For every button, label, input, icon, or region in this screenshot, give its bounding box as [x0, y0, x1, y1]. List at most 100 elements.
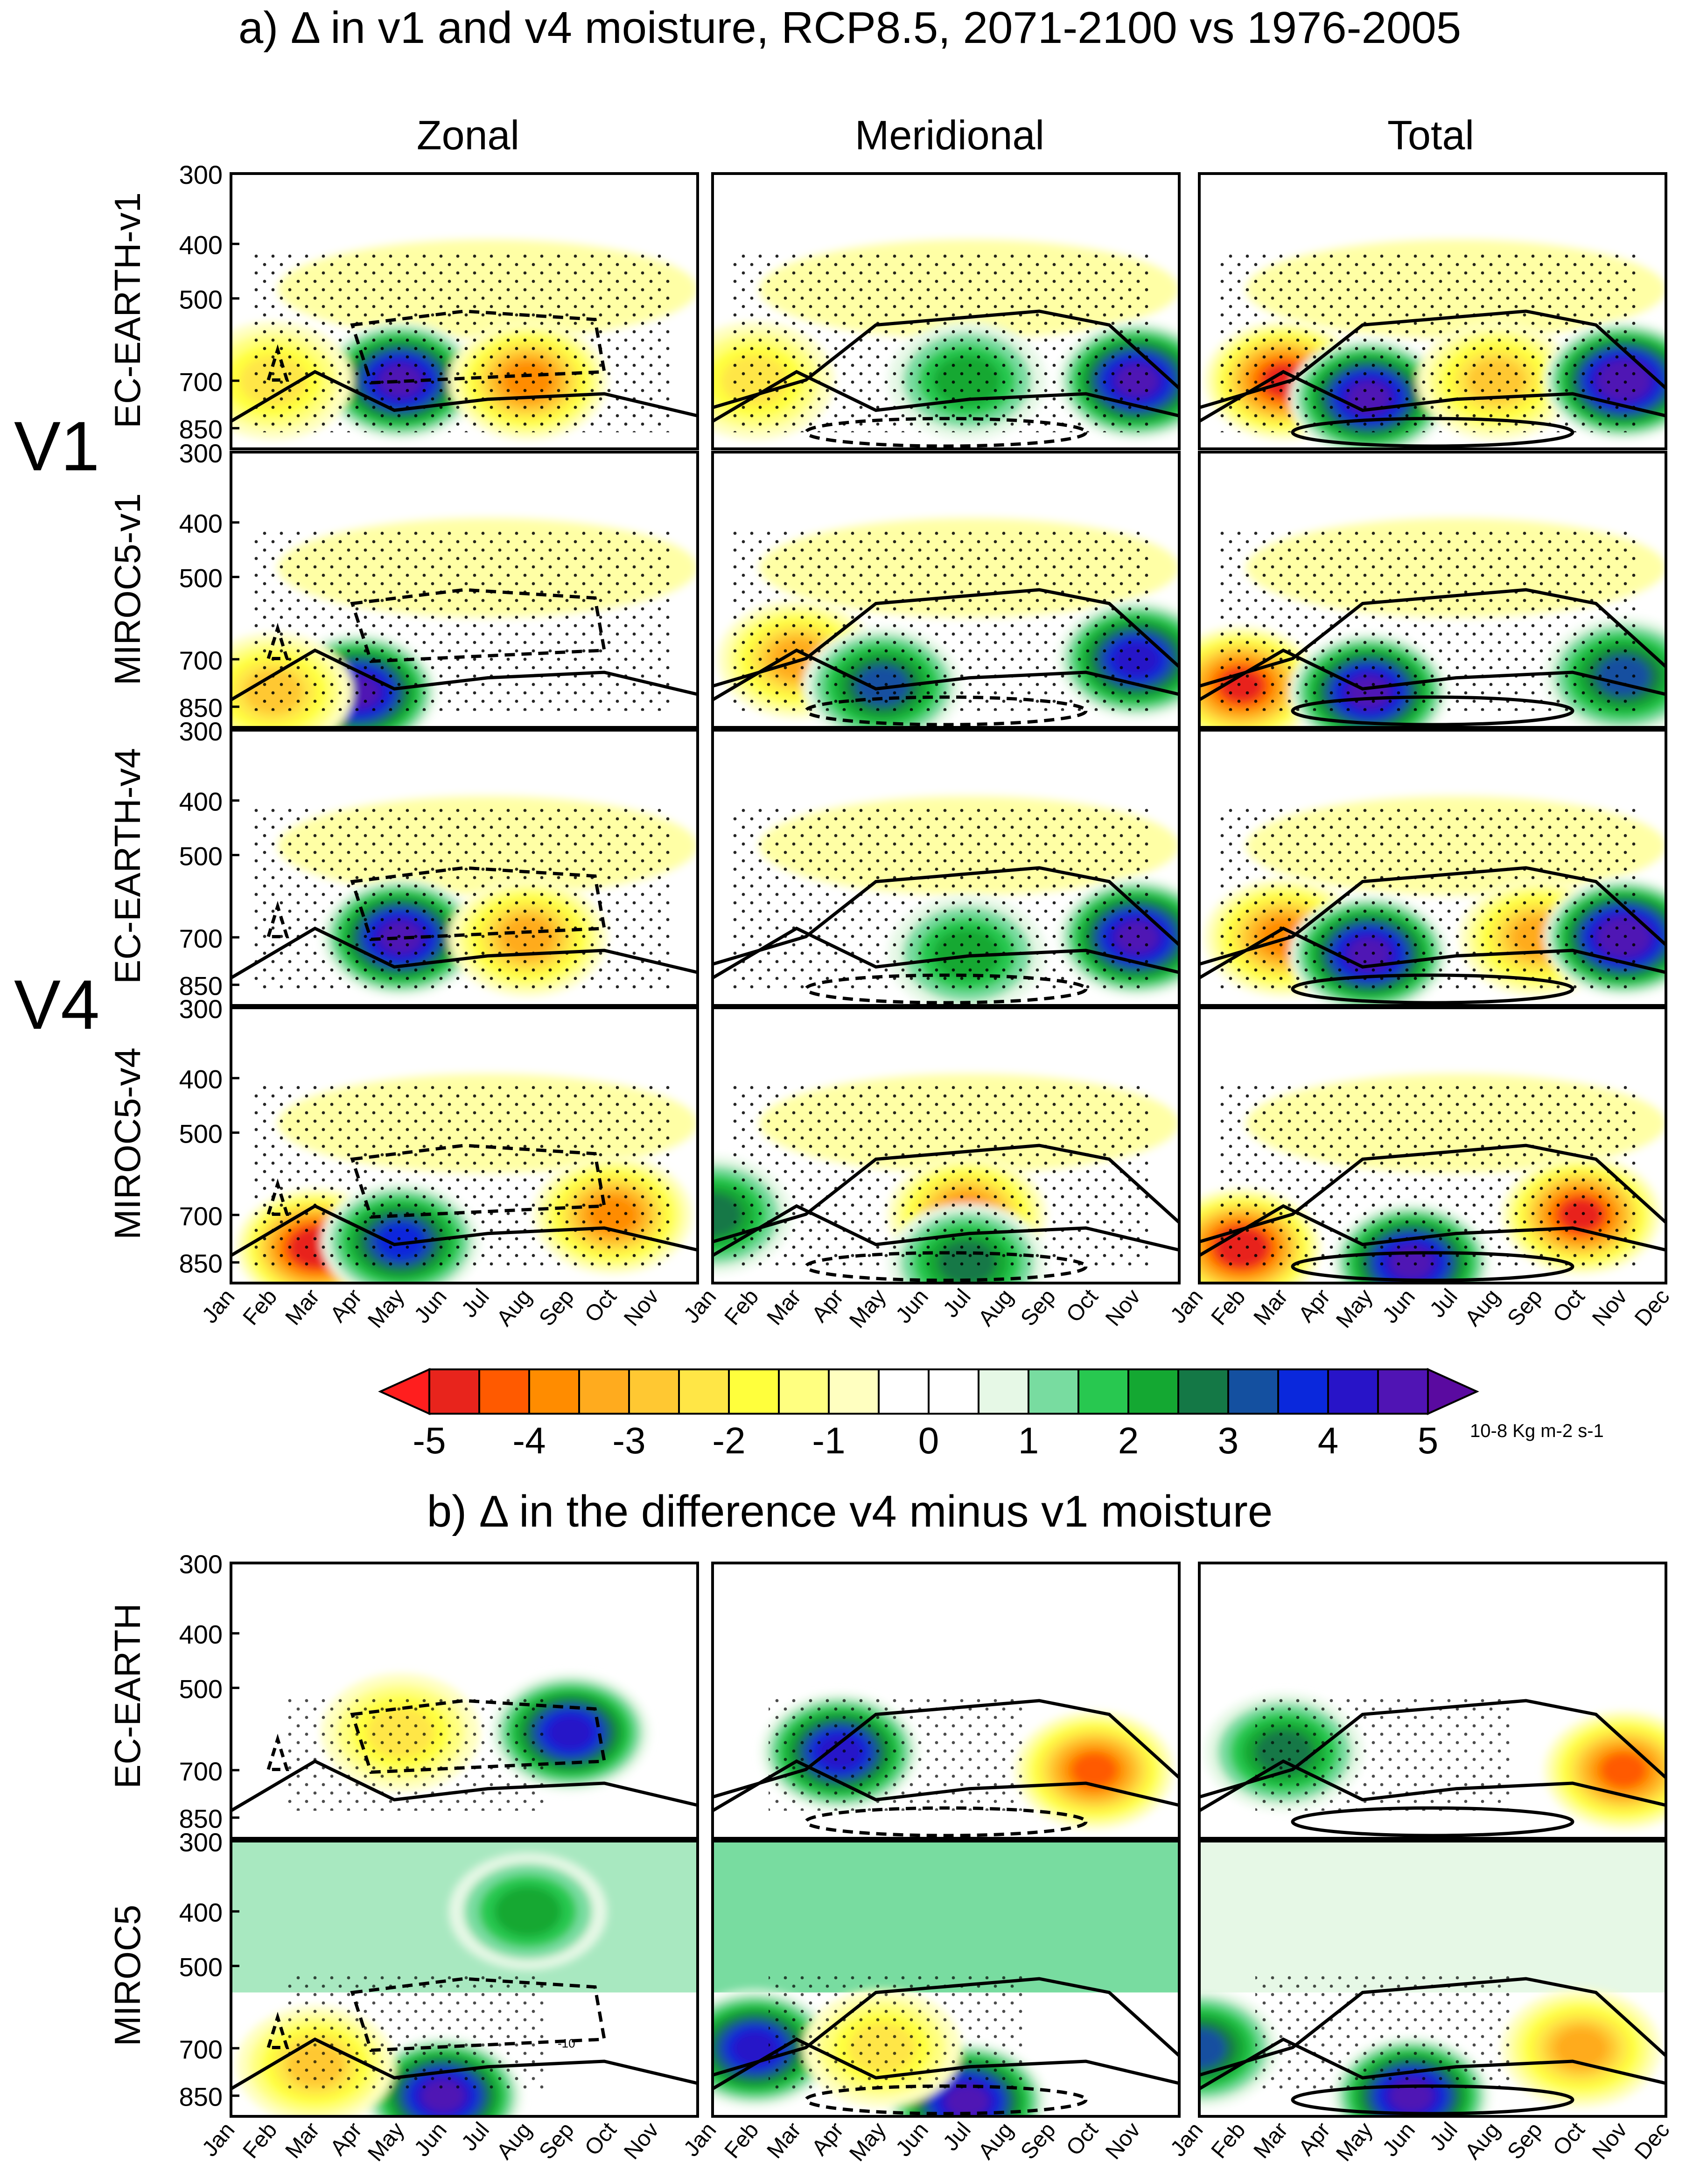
contour-line — [231, 1759, 698, 1813]
stippling — [1255, 1695, 1512, 1811]
colorbar-swatch — [1177, 1368, 1229, 1415]
contour-line — [231, 926, 698, 980]
panel-ec-earth-v4-zonal: 300 400 500 700 850 — [179, 717, 699, 1007]
contour-line-dashed — [266, 1178, 289, 1216]
contour-line — [231, 648, 698, 702]
stippling — [250, 251, 670, 433]
contour-line — [713, 1759, 1179, 1813]
colorbar-swatch — [778, 1368, 830, 1415]
contour-line — [1199, 1144, 1666, 1243]
stippling — [1218, 529, 1638, 711]
month-tick-label: Jan — [1166, 1284, 1208, 1328]
colorbar-swatch — [1127, 1368, 1179, 1415]
month-tick-label: Nov — [1101, 1284, 1145, 1331]
month-tick-label: Nov — [1588, 2118, 1632, 2164]
month-tick-label: Feb — [238, 1284, 282, 1330]
contour-line — [1291, 695, 1574, 726]
month-tick-label: Feb — [720, 1284, 764, 1330]
y-tick-label: 700 — [179, 924, 223, 953]
contour-line — [1291, 2084, 1574, 2115]
contour-line — [1291, 1251, 1574, 1282]
month-tick-label: Sep — [534, 2118, 579, 2164]
colorbar-swatch — [578, 1368, 630, 1415]
climatology-contours — [713, 309, 1179, 448]
colorbar-label: -4 — [512, 1420, 546, 1461]
month-tick-label: Jun — [410, 2118, 452, 2161]
contour-line — [804, 695, 1088, 726]
panel-ec-earth-meridional — [711, 1562, 1181, 1840]
month-tick-label: Jan — [679, 2118, 721, 2161]
y-tick-label: 500 — [179, 1119, 223, 1149]
y-tick-label: 500 — [179, 1953, 223, 1982]
month-tick-label: Apr — [807, 2118, 849, 2160]
stippling — [1218, 807, 1638, 989]
panel-ec-earth-v4-total — [1198, 729, 1667, 1007]
colorbar-label: -5 — [413, 1420, 446, 1461]
colorbar-swatch — [928, 1368, 979, 1415]
climatology-contours — [231, 588, 698, 702]
y-tick-label: 850 — [179, 1804, 223, 1834]
contour-line-dashed — [350, 309, 607, 385]
contour-line-dashed — [350, 1977, 607, 2052]
contour-line — [713, 309, 1179, 409]
climatology-contours — [1199, 1977, 1666, 2115]
month-tick-label: May — [845, 2118, 891, 2166]
title-part-a: a) Δ in v1 and v4 moisture, RCP8.5, 2071… — [238, 3, 1461, 53]
contour-blob — [1199, 2028, 1226, 2068]
month-tick-label: Aug — [973, 2118, 1018, 2164]
y-tick-label: 400 — [179, 1898, 223, 1927]
month-tick-label: Aug — [1460, 1284, 1504, 1331]
contour-line — [231, 1204, 698, 1257]
colorbar-swatch — [1227, 1368, 1279, 1415]
panel-frame — [711, 1562, 1181, 1840]
contour-value-label: -10 — [558, 2037, 575, 2051]
contour-line — [804, 973, 1088, 1005]
month-tick-label: May — [1331, 1284, 1378, 1333]
contour-line — [1291, 417, 1574, 448]
colorbar-swatch — [1028, 1368, 1079, 1415]
contour-line — [1199, 1204, 1666, 1257]
stippling — [250, 807, 670, 989]
month-tick-label: Oct — [1548, 1284, 1590, 1327]
stippling — [250, 529, 670, 711]
panel-miroc5-v1-zonal: 300 400 500 700 850 — [179, 439, 699, 729]
month-tick-label: May — [363, 1284, 409, 1333]
column-header-meridional: Meridional — [855, 112, 1044, 158]
y-tick-label: 850 — [179, 693, 223, 723]
panel-frame — [230, 729, 699, 1007]
month-tick-label: Apr — [807, 1284, 849, 1327]
month-tick-label: Nov — [619, 2118, 664, 2164]
colorbar-label: 3 — [1218, 1420, 1239, 1461]
climatology-contours — [713, 1699, 1179, 1837]
colorbar-label: 4 — [1318, 1420, 1339, 1461]
contour-line-dashed — [350, 1699, 607, 1774]
climatology-contours — [231, 309, 698, 423]
month-tick-label: Sep — [1503, 2118, 1547, 2164]
climatology-contours — [1199, 309, 1666, 448]
contour-line — [804, 1251, 1088, 1282]
version-label-v1: V1 — [14, 407, 99, 485]
contour-line — [713, 866, 1179, 966]
contour-line-dashed — [350, 588, 607, 663]
colorbar-swatch — [1327, 1368, 1379, 1415]
colorbar-swatch — [628, 1368, 680, 1415]
month-tick-label: Mar — [763, 1284, 806, 1330]
month-tick-label: Jul — [938, 1284, 976, 1322]
stippling — [250, 1085, 670, 1267]
panel-ec-earth-v1-zonal: 300 400 500 700 850 — [179, 160, 699, 450]
y-tick-label: 400 — [179, 1065, 223, 1094]
contour-line — [1199, 2037, 1666, 2091]
month-tick-label: Nov — [619, 1284, 664, 1331]
y-tick-label: 700 — [179, 1201, 223, 1231]
contour-line — [231, 2037, 698, 2091]
contour-line-dashed — [266, 2011, 289, 2049]
month-tick-label: Jun — [891, 1284, 933, 1328]
stippling — [769, 1973, 1025, 2089]
panel-grid: 3004005007008503004005007008503004005007… — [179, 160, 1667, 2118]
panel-miroc5-v4-total — [1198, 1006, 1667, 1284]
colorbar-units: 10-8 Kg m-2 s-1 — [1470, 1421, 1604, 1441]
contour-line — [804, 1806, 1088, 1837]
contour-line — [713, 1699, 1179, 1799]
background-wash — [713, 1841, 1179, 1993]
